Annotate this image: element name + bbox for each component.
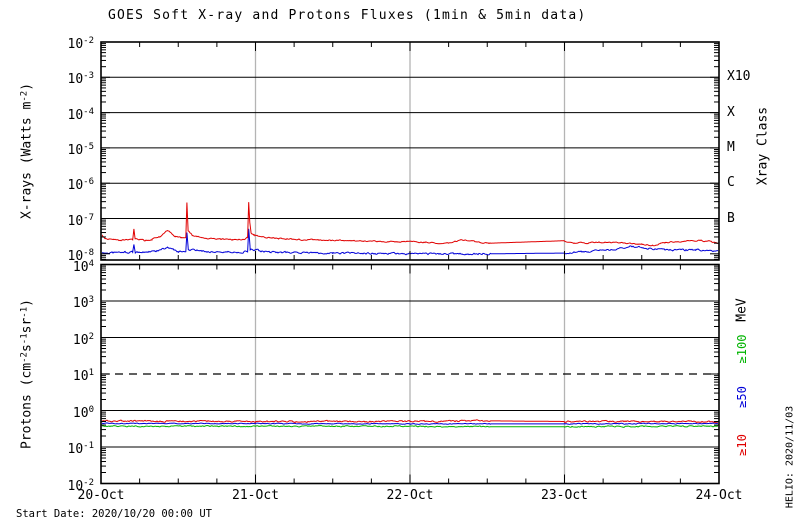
start-date-label: Start Date: 2020/10/20 00:00 UT <box>16 508 212 520</box>
y-tick-label: 10-2 <box>67 36 95 52</box>
x-tick-label: 23-Oct <box>541 488 588 503</box>
xray-class-label: X <box>727 104 735 120</box>
helio-watermark: HELIO: 2020/11/03 <box>784 405 796 509</box>
y-tick-label: 10-7 <box>67 212 95 229</box>
y-tick-label: 10-4 <box>67 106 95 123</box>
proton-legend-label: ≥10 <box>735 434 749 456</box>
xray-class-label: M <box>727 139 735 155</box>
y-tick-label: 10-6 <box>67 177 95 194</box>
y-tick-label: 101 <box>72 368 94 384</box>
x-tick-label: 21-Oct <box>232 488 279 503</box>
xray-class-label: X10 <box>727 69 751 85</box>
protons-ge50MeV <box>102 422 718 425</box>
series-red <box>102 202 718 247</box>
y-tick-label: 10-8 <box>67 247 95 264</box>
y-tick-label: 102 <box>72 331 94 348</box>
x-tick-label: 20-Oct <box>77 488 125 503</box>
y-tick-label: 10-3 <box>67 71 95 88</box>
y-tick-label: 103 <box>72 295 94 311</box>
mev-axis-title: MeV <box>734 298 750 322</box>
y-tick-label: 10-5 <box>67 141 95 158</box>
y-tick-label: 10-2 <box>67 477 95 494</box>
series-blue <box>102 228 718 256</box>
proton-legend-label: ≥50 <box>735 386 749 408</box>
y-tick-label: 104 <box>72 258 94 275</box>
proton-axis-title: Protons (cm-2s-1sr-1) <box>19 299 35 449</box>
chart-title: GOES Soft X-ray and Protons Fluxes (1min… <box>108 8 587 23</box>
x-tick-label: 22-Oct <box>386 488 434 503</box>
xray-class-axis-title: Xray Class <box>755 106 771 186</box>
y-tick-label: 100 <box>72 404 94 421</box>
protons-ge10MeV <box>102 419 718 424</box>
proton-legend-label: ≥100 <box>735 334 749 364</box>
xray-class-label: B <box>727 210 735 226</box>
xray-class-label: C <box>727 175 735 191</box>
x-tick-label: 24-Oct <box>695 488 743 503</box>
y-tick-label: 10-1 <box>67 441 95 457</box>
protons-ge100MeV <box>102 424 718 428</box>
xray-axis-title: X-rays (Watts m-2) <box>19 82 35 220</box>
